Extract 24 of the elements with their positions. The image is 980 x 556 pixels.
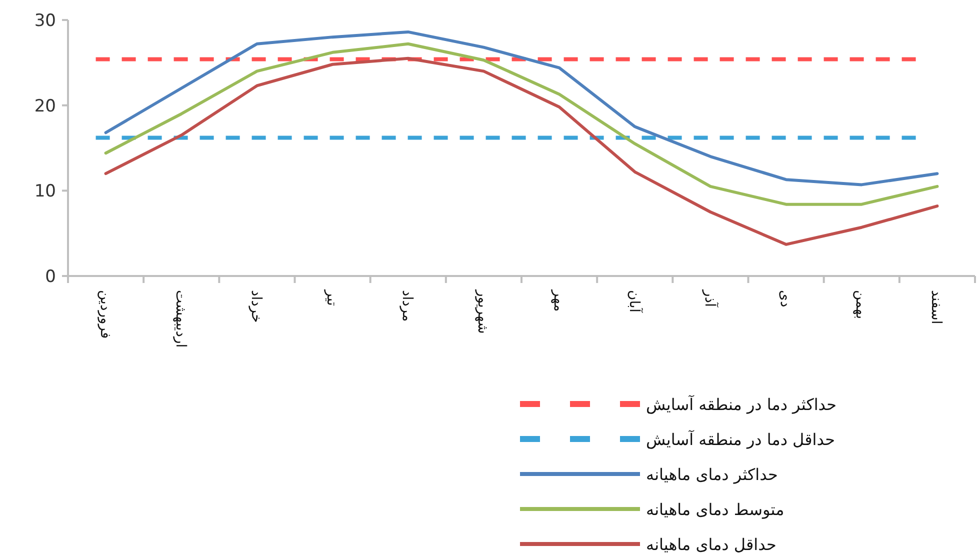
- y-tick-label: 0: [45, 267, 56, 287]
- x-tick-label: فروردین: [96, 290, 113, 339]
- line-series: [104, 56, 939, 246]
- x-tick-label: آذر: [701, 289, 720, 308]
- legend-label: حداقل دمای ماهیانه: [646, 535, 776, 554]
- x-tick-label: مهر: [550, 289, 566, 312]
- line-series: [104, 42, 939, 206]
- legend-label: حداکثر دمای ماهیانه: [646, 465, 778, 484]
- y-tick-label: 30: [34, 11, 56, 31]
- x-tick-label: دی: [777, 290, 794, 308]
- legend-label: حداقل دما در منطقه آسایش: [646, 429, 836, 449]
- x-tick-label: مرداد: [399, 290, 416, 322]
- x-tick-label: شهریور: [474, 289, 491, 334]
- line-series: [104, 30, 939, 186]
- x-tick-label: اردیبهشت: [172, 290, 188, 348]
- legend-label: حداکثر دما در منطقه آسایش: [646, 394, 837, 414]
- y-tick-label: 10: [34, 182, 56, 202]
- y-tick-label: 20: [34, 96, 56, 116]
- legend-label: متوسط دمای ماهیانه: [646, 500, 784, 519]
- x-tick-label: اسفند: [928, 290, 944, 324]
- x-tick-label: تیر: [324, 289, 340, 306]
- x-tick-label: آبان: [626, 290, 644, 314]
- x-tick-label: خرداد: [248, 290, 264, 323]
- x-tick-label: بهمن: [852, 290, 869, 320]
